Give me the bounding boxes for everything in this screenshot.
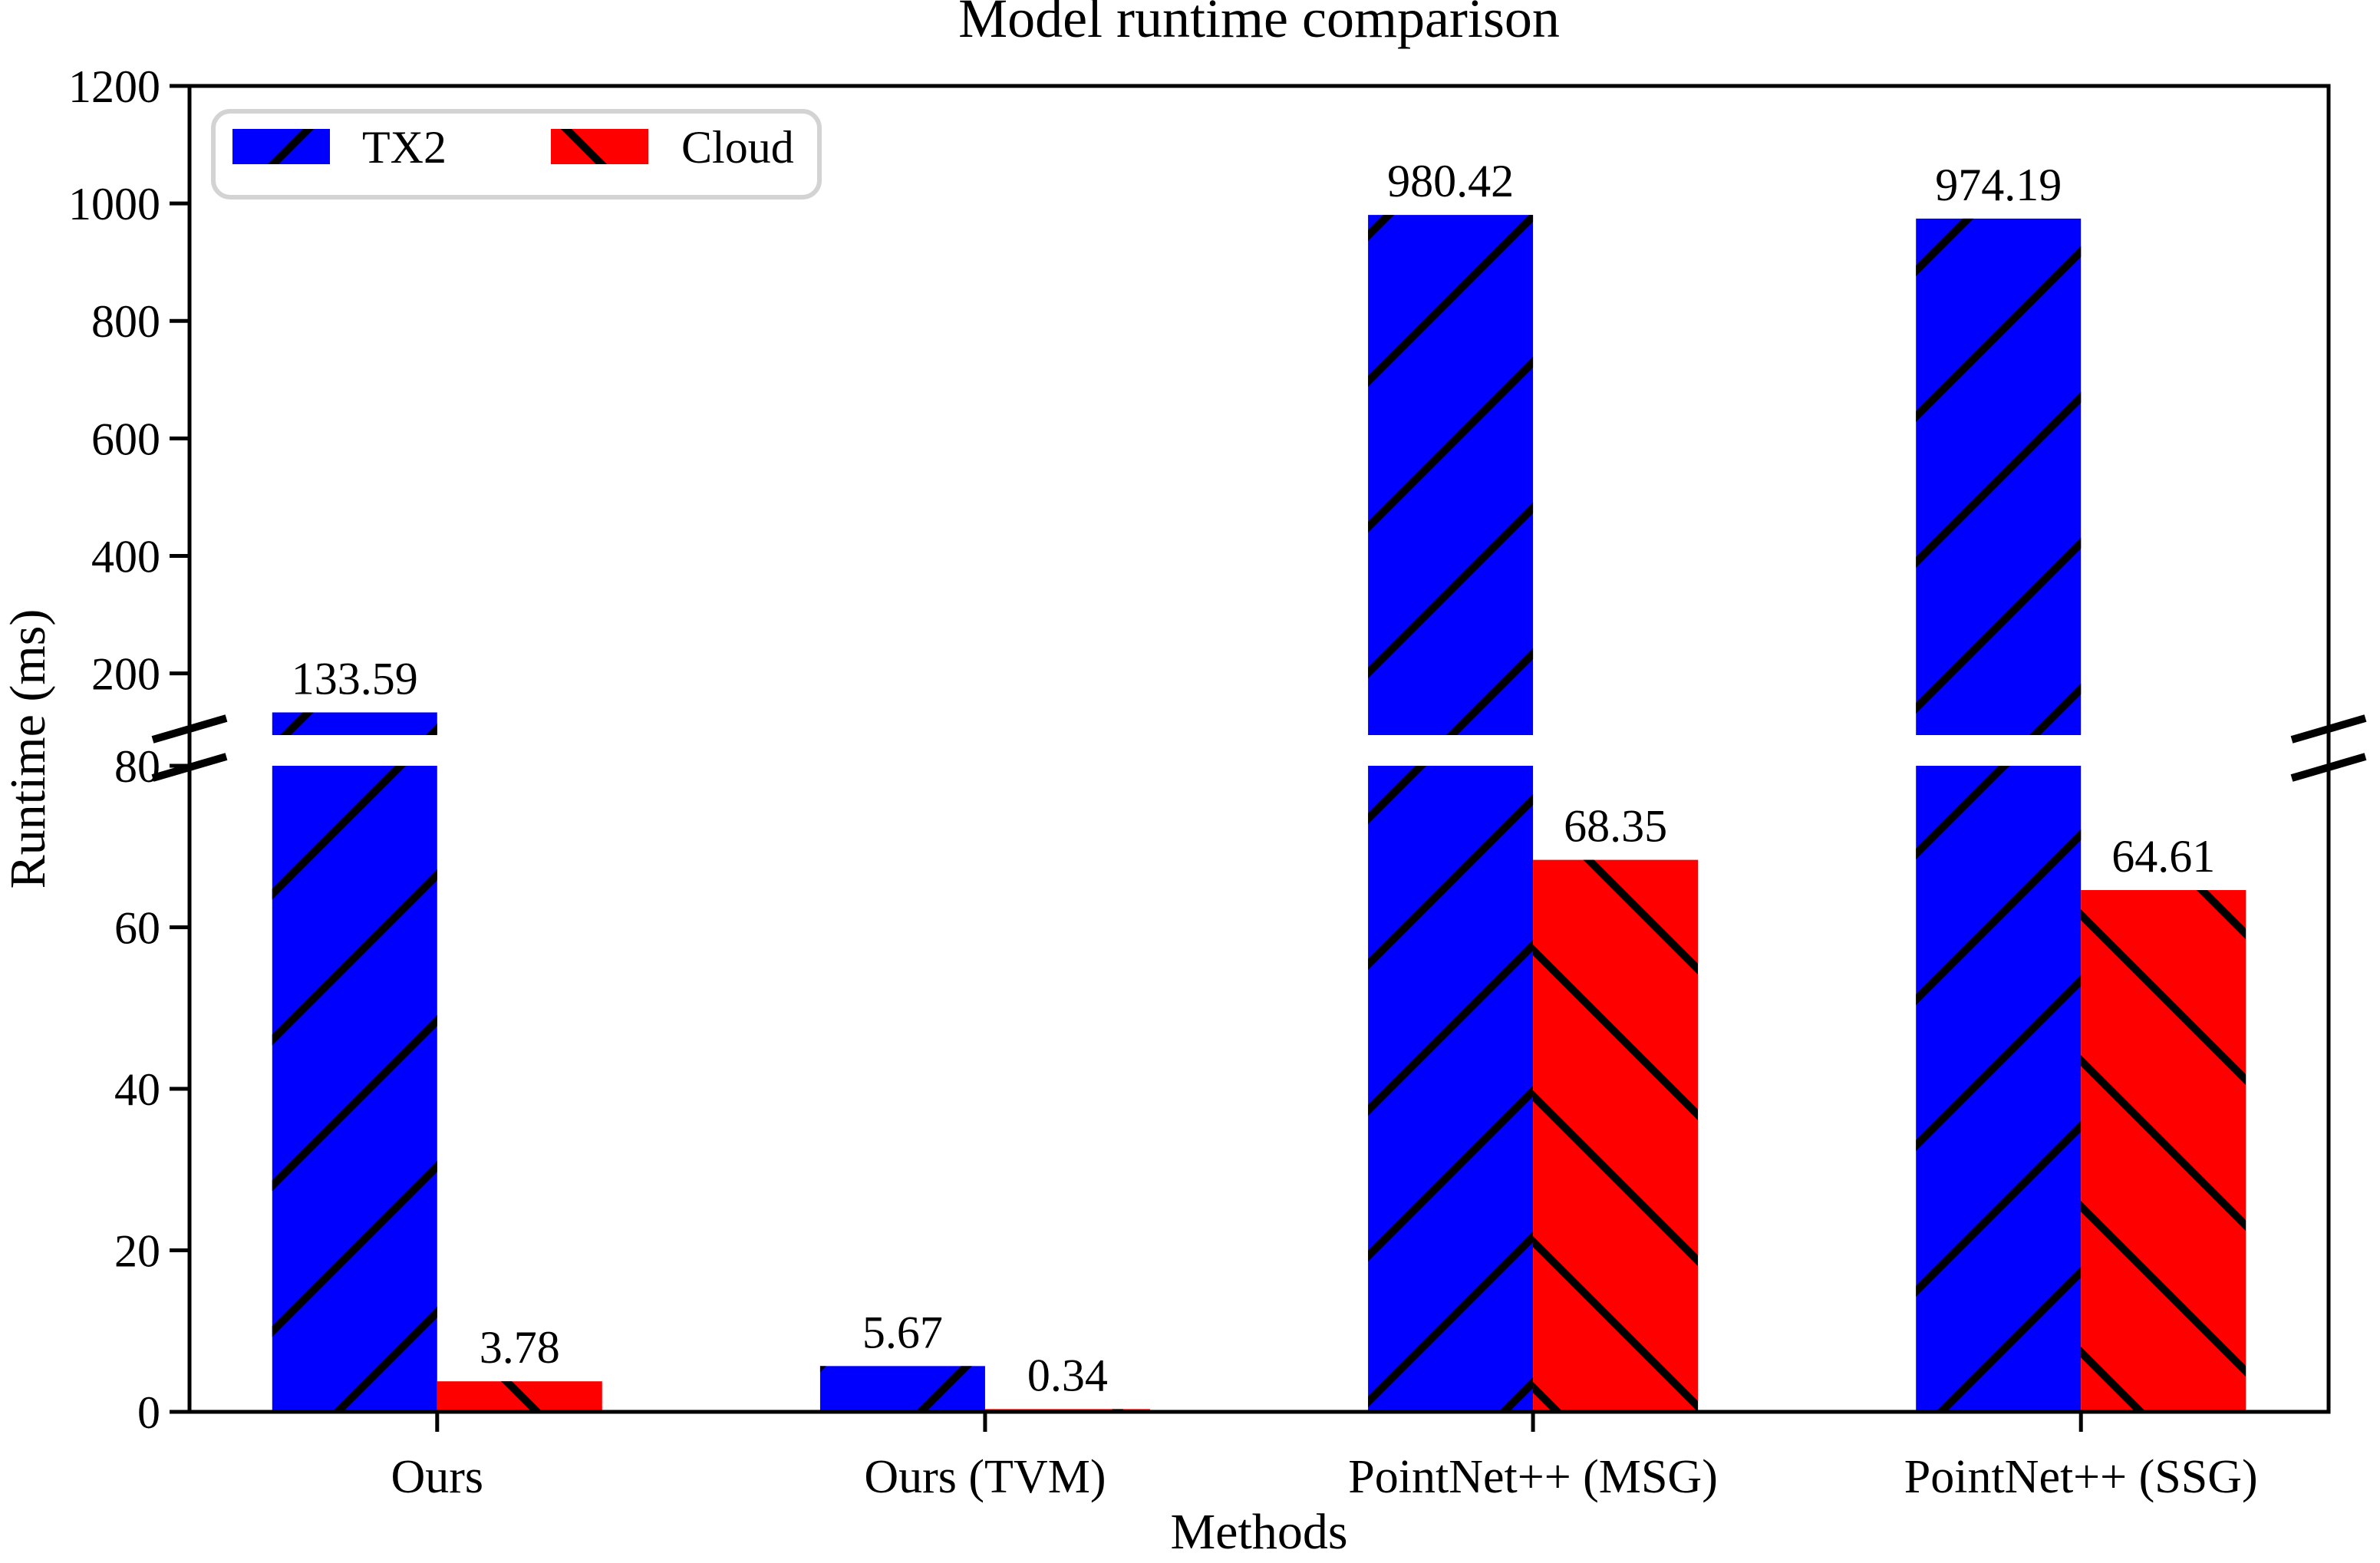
bar-value-label-Cloud-Ours (TVM): 0.34 (1027, 1350, 1108, 1400)
bar-value-label-TX2-PointNet++ (SSG): 974.19 (1935, 160, 2062, 210)
break-mark-3 (2290, 753, 2367, 782)
bar-value-label-Cloud-PointNet++ (SSG): 64.61 (2111, 831, 2215, 882)
legend-swatch-tx2-hatch (232, 129, 330, 164)
bars-layer (272, 215, 2246, 1412)
xtick-label-Ours (TVM): Ours (TVM) (864, 1451, 1106, 1503)
ytick-label-1000: 1000 (68, 179, 160, 229)
bar-hatch-TX2-PointNet++ (MSG) (1368, 766, 1534, 1412)
ytick-label-40: 40 (114, 1064, 160, 1115)
bar-hatch-Cloud-Ours (437, 1381, 602, 1412)
bar-value-label-Cloud-PointNet++ (MSG): 68.35 (1564, 801, 1667, 852)
bar-hatch-TX2-Ours (TVM) (819, 1366, 985, 1412)
ytick-label-200: 200 (91, 649, 160, 700)
bar-hatch-TX2-Ours (272, 766, 437, 1412)
x-axis-label: Methods (1171, 1504, 1348, 1560)
legend-label-cloud: Cloud (681, 122, 794, 173)
bar-top-hatch-TX2-PointNet++ (MSG) (1368, 215, 1534, 736)
ytick-label-80: 80 (114, 741, 160, 792)
xtick-label-Ours: Ours (391, 1451, 484, 1503)
xtick-label-PointNet++ (MSG): PointNet++ (MSG) (1348, 1451, 1718, 1503)
chart-title: Model runtime comparison (958, 0, 1560, 49)
bar-hatch-Cloud-PointNet++ (SSG) (2081, 889, 2246, 1412)
bar-value-label-TX2-PointNet++ (MSG): 980.42 (1387, 156, 1514, 206)
ticks-layer: 200 400 600 800 1000 1200 0 20 40 60 80 Ours Ours (T… (68, 61, 2258, 1503)
ytick-label-1200: 1200 (68, 61, 160, 112)
ytick-label-600: 600 (91, 414, 160, 464)
value-labels-layer: 133.59 5.67 980.42 974.19 3.78 0.34 68.35 64.61 (292, 156, 2215, 1400)
break-mark-2 (2290, 714, 2367, 744)
bar-hatch-Cloud-PointNet++ (MSG) (1533, 859, 1699, 1412)
bar-value-label-TX2-Ours: 133.59 (292, 653, 418, 704)
xtick-label-PointNet++ (SSG): PointNet++ (SSG) (1904, 1451, 2258, 1503)
ytick-label-0: 0 (137, 1387, 160, 1438)
legend: TX2 Cloud (211, 109, 822, 199)
legend-label-tx2: TX2 (362, 122, 447, 173)
ytick-label-400: 400 (91, 531, 160, 582)
break-mark-1 (151, 753, 228, 782)
ytick-label-20: 20 (114, 1226, 160, 1277)
bar-hatch-TX2-PointNet++ (SSG) (1916, 766, 2082, 1412)
y-axis-label: Runtime (ms) (0, 609, 56, 889)
bar-top-hatch-TX2-Ours (272, 712, 437, 735)
axis-break-marks (151, 714, 2367, 782)
bar-value-label-Cloud-Ours: 3.78 (480, 1322, 560, 1373)
ytick-label-60: 60 (114, 903, 160, 954)
plot-frame (187, 84, 2331, 1414)
break-mark-0 (151, 714, 228, 744)
ytick-label-800: 800 (91, 296, 160, 347)
legend-box (211, 109, 822, 199)
legend-swatch-cloud-hatch (551, 129, 648, 164)
bar-value-label-TX2-Ours (TVM): 5.67 (862, 1307, 943, 1357)
bar-top-hatch-TX2-PointNet++ (SSG) (1916, 218, 2082, 736)
